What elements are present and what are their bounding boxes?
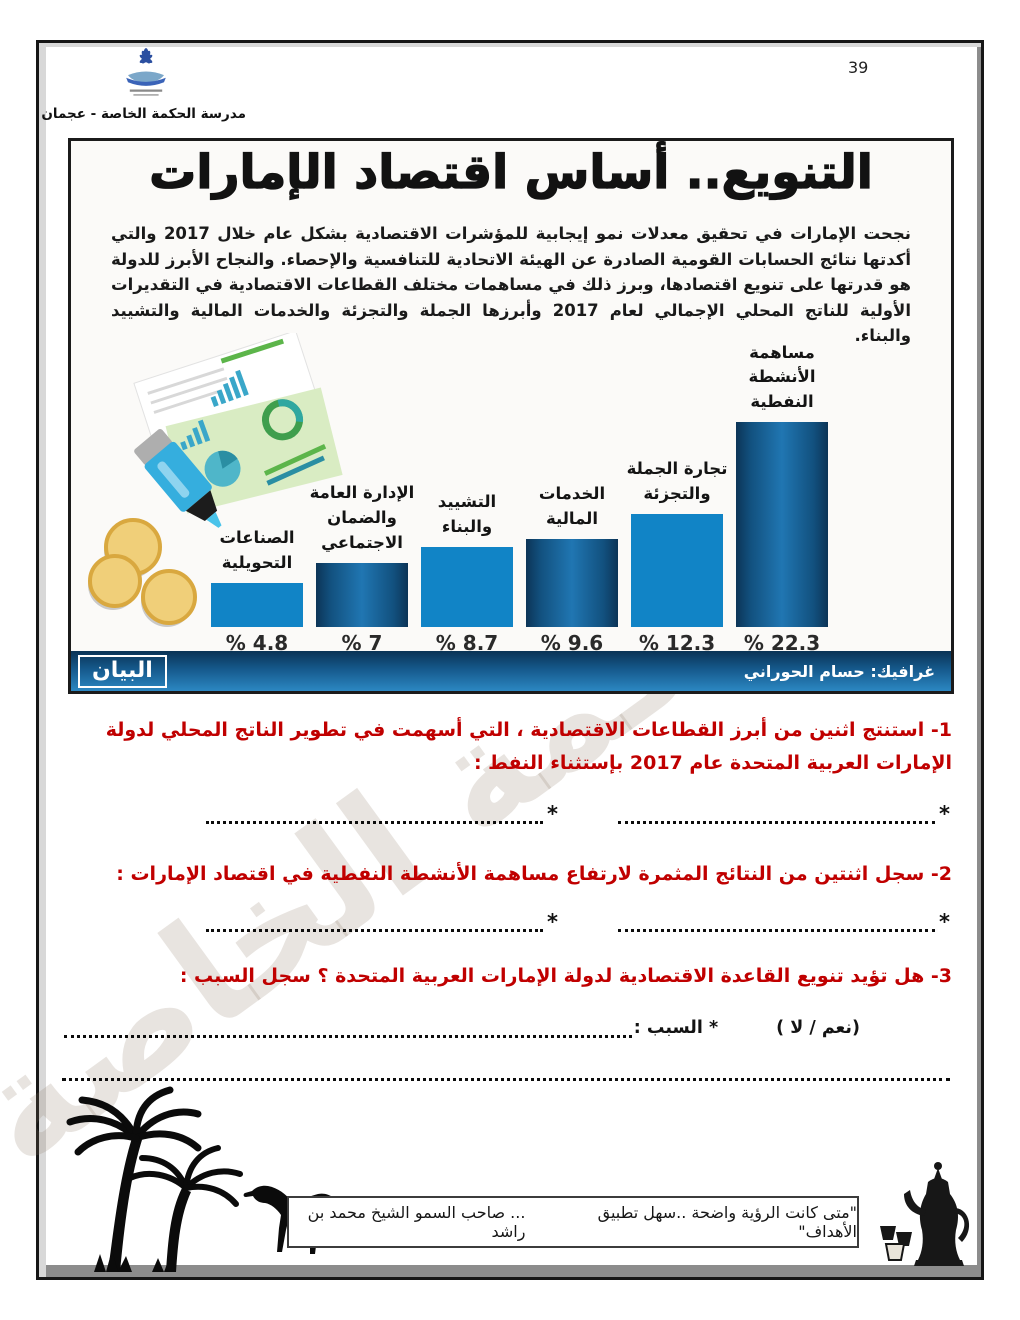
- bar-category-label: الإدارة العامة والضمان الاجتماعي: [309, 483, 415, 552]
- yes-no-options: (نعم / لا ): [776, 1018, 860, 1038]
- school-name: مدرسة الحكمة الخاصة - عجمان: [41, 106, 246, 122]
- bar-category-label: الخدمات المالية: [538, 484, 606, 528]
- answer-row-1: * *: [64, 796, 952, 826]
- quote-box: "متى كانت الرؤية واضحة ..سهل تطبيق الأهد…: [287, 1196, 859, 1248]
- question-1: 1- استنتج اثنين من أبرز القطاعات الاقتصا…: [105, 719, 952, 775]
- bar-category-label: تجارة الجملة والتجزئة: [626, 459, 728, 504]
- bullet-star: *: [939, 910, 950, 934]
- quote-attribution: ... صاحب السمو الشيخ محمد بن راشد: [307, 1203, 526, 1241]
- infographic-title: التنويع.. أساس اقتصاد الإمارات: [149, 144, 873, 200]
- bar: [631, 513, 723, 627]
- question-3: 3- هل تؤيد تنويع القاعدة الاقتصادية لدول…: [179, 965, 952, 987]
- bullet-star: *: [939, 802, 950, 826]
- bullet-star: *: [547, 910, 558, 934]
- dotted-answer-line: [206, 923, 544, 932]
- answer-row-2: * *: [64, 904, 952, 934]
- answer-blank: *: [206, 802, 558, 826]
- dotted-answer-line: [618, 923, 936, 932]
- reason-label: * السبب :: [633, 1018, 719, 1038]
- question-2: 2- سجل اثنتين من النتائج المثمرة لارتفاع…: [116, 863, 952, 885]
- bar-column: مساهمة الأنشطة النفطية% 22.3: [736, 341, 828, 657]
- bar-category-label: التشييد والبناء: [437, 492, 497, 537]
- bar-category-label: مساهمة الأنشطة النفطية: [748, 342, 816, 412]
- school-logo-icon: [126, 48, 166, 96]
- answer-blank: *: [206, 910, 558, 934]
- bar-column: التشييد والبناء% 8.7: [421, 490, 513, 657]
- bar: [736, 421, 828, 627]
- page-number: 39: [848, 58, 869, 77]
- graphic-credit: غرافيك: حسام الحوراني: [743, 661, 935, 681]
- bar-column: الخدمات المالية% 9.6: [526, 482, 618, 657]
- infographic-panel: التنويع.. أساس اقتصاد الإمارات نجحت الإم…: [68, 138, 954, 694]
- answer-row-3: (نعم / لا ) * السبب :: [64, 1008, 952, 1038]
- bar-column: الصناعات التحويلية% 4.8: [211, 526, 303, 657]
- bar: [211, 582, 303, 627]
- bar-column: تجارة الجملة والتجزئة% 12.3: [627, 457, 728, 657]
- bar-category-label: الصناعات التحويلية: [219, 528, 295, 573]
- answer-blank: *: [618, 910, 950, 934]
- coffee-pot-icon: [880, 1162, 970, 1266]
- infographic-paragraph: نجحت الإمارات في تحقيق معدلات نمو إيجابي…: [111, 224, 912, 346]
- answer-blank: *: [618, 802, 950, 826]
- bar: [526, 538, 618, 627]
- dotted-answer-line-full: [62, 1072, 950, 1081]
- bar-column: الإدارة العامة والضمان الاجتماعي% 7: [310, 481, 415, 657]
- dotted-answer-line: [618, 815, 936, 824]
- bar: [421, 546, 513, 627]
- bullet-star: *: [547, 802, 558, 826]
- school-logo-block: مدرسة الحكمة الخاصة - عجمان: [41, 48, 246, 122]
- quote-text: "متى كانت الرؤية واضحة ..سهل تطبيق الأهد…: [597, 1203, 857, 1241]
- dotted-answer-line: [206, 815, 544, 824]
- bar-chart-area: الصناعات التحويلية% 4.8 الإدارة العامة وا…: [71, 329, 951, 657]
- al-bayan-logo: البيان: [78, 654, 167, 688]
- infographic-footer-bar: البيان غرافيك: حسام الحوراني: [71, 651, 951, 691]
- bar-chart: الصناعات التحويلية% 4.8 الإدارة العامة وا…: [211, 341, 828, 657]
- dotted-answer-line: [64, 1029, 632, 1038]
- economy-illustration-icon: [88, 333, 343, 627]
- bar: [316, 562, 408, 627]
